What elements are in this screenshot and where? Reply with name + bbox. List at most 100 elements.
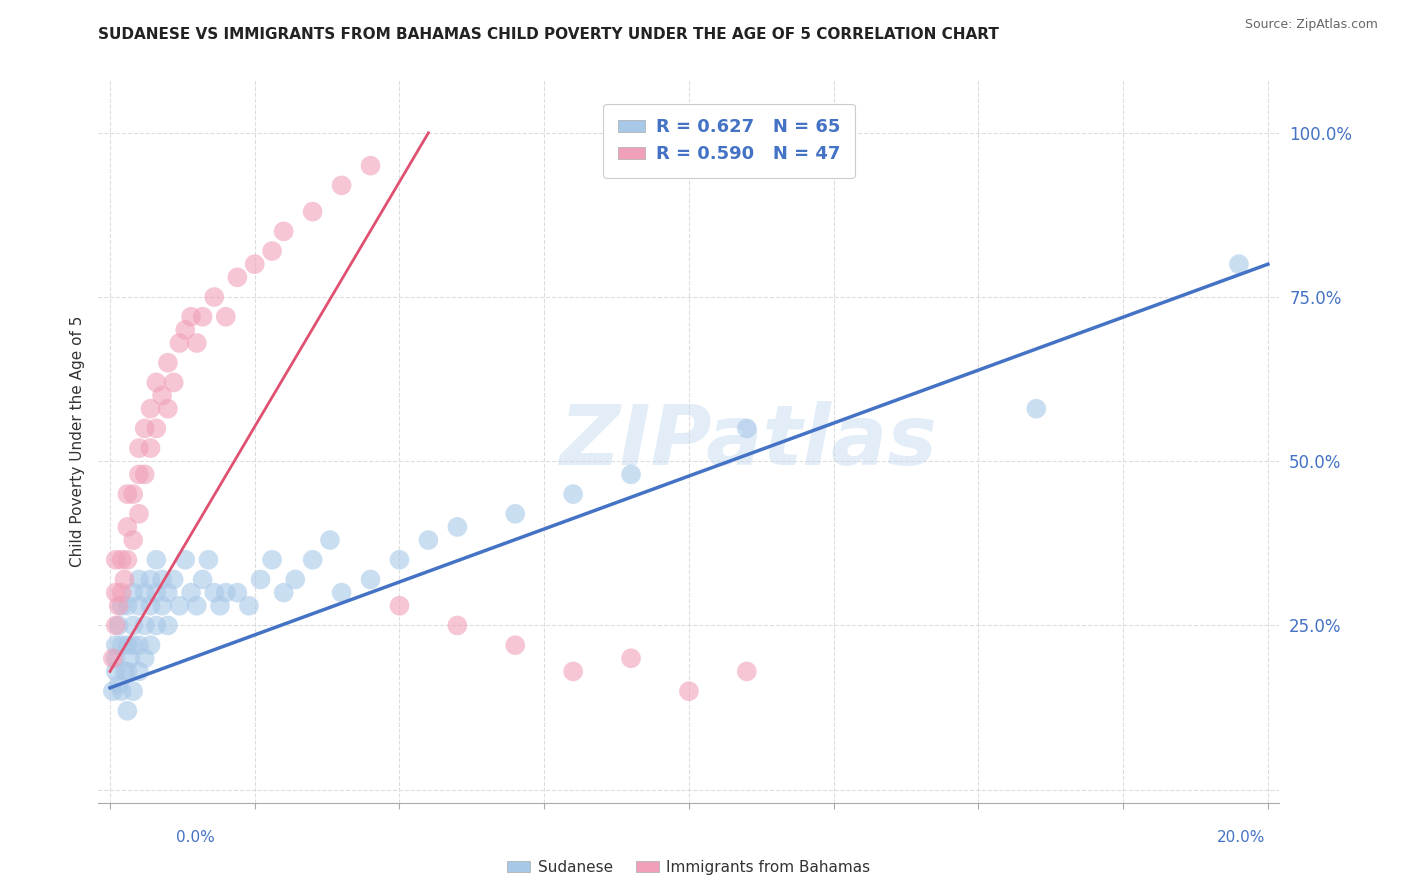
Point [360,573,382,587]
Point [735,421,758,435]
Point [163,376,186,390]
Point [503,638,526,652]
Text: 20.0%: 20.0% [1218,830,1265,845]
Point [104,585,127,599]
Point [107,599,129,613]
Point [110,553,132,567]
Point [139,573,162,587]
Point [620,467,643,482]
Point [110,684,132,698]
Point [107,677,129,691]
Point [122,638,145,652]
Point [418,533,440,547]
Point [284,573,307,587]
Text: Source: ZipAtlas.com: Source: ZipAtlas.com [1244,18,1378,31]
Text: SUDANESE VS IMMIGRANTS FROM BAHAMAS CHILD POVERTY UNDER THE AGE OF 5 CORRELATION: SUDANESE VS IMMIGRANTS FROM BAHAMAS CHIL… [98,27,1000,42]
Point [104,651,127,665]
Point [191,573,214,587]
Point [301,553,323,567]
Point [139,638,162,652]
Point [446,520,468,534]
Point [273,585,295,599]
Point [117,520,139,534]
Point [180,585,202,599]
Point [388,553,411,567]
Point [238,599,260,613]
Point [562,487,585,501]
Point [150,573,173,587]
Point [562,665,585,679]
Y-axis label: Child Poverty Under the Age of 5: Child Poverty Under the Age of 5 [69,316,84,567]
Point [117,704,139,718]
Point [503,507,526,521]
Point [145,618,167,632]
Point [360,159,382,173]
Point [134,618,156,632]
Point [128,638,150,652]
Point [101,684,124,698]
Point [330,178,353,193]
Point [388,599,411,613]
Point [145,421,167,435]
Point [301,204,323,219]
Point [117,599,139,613]
Point [186,599,208,613]
Point [117,638,139,652]
Point [128,507,150,521]
Point [122,618,145,632]
Text: 0.0%: 0.0% [176,830,215,845]
Point [110,599,132,613]
Point [117,665,139,679]
Point [208,599,231,613]
Point [202,290,225,304]
Point [134,585,156,599]
Point [101,651,124,665]
Point [156,618,179,632]
Point [122,533,145,547]
Point [215,585,238,599]
Point [128,467,150,482]
Point [620,651,643,665]
Point [1227,257,1250,271]
Point [197,553,219,567]
Point [243,257,266,271]
Point [107,618,129,632]
Point [174,553,197,567]
Point [191,310,214,324]
Point [122,585,145,599]
Point [169,336,191,351]
Point [145,585,167,599]
Point [330,585,353,599]
Point [174,323,197,337]
Point [134,651,156,665]
Point [128,441,150,455]
Point [139,599,162,613]
Point [226,585,249,599]
Point [262,553,284,567]
Legend: Sudanese, Immigrants from Bahamas: Sudanese, Immigrants from Bahamas [501,854,877,881]
Point [156,401,179,416]
Point [156,356,179,370]
Point [215,310,238,324]
Point [122,684,145,698]
Point [134,421,156,435]
Point [249,573,271,587]
Point [110,638,132,652]
Point [273,224,295,238]
Point [226,270,249,285]
Point [104,618,127,632]
Point [139,441,162,455]
Point [117,487,139,501]
Point [150,388,173,402]
Point [128,665,150,679]
Point [735,665,758,679]
Point [104,638,127,652]
Point [122,487,145,501]
Point [169,599,191,613]
Point [180,310,202,324]
Point [186,336,208,351]
Point [104,665,127,679]
Point [145,553,167,567]
Point [104,553,127,567]
Point [446,618,468,632]
